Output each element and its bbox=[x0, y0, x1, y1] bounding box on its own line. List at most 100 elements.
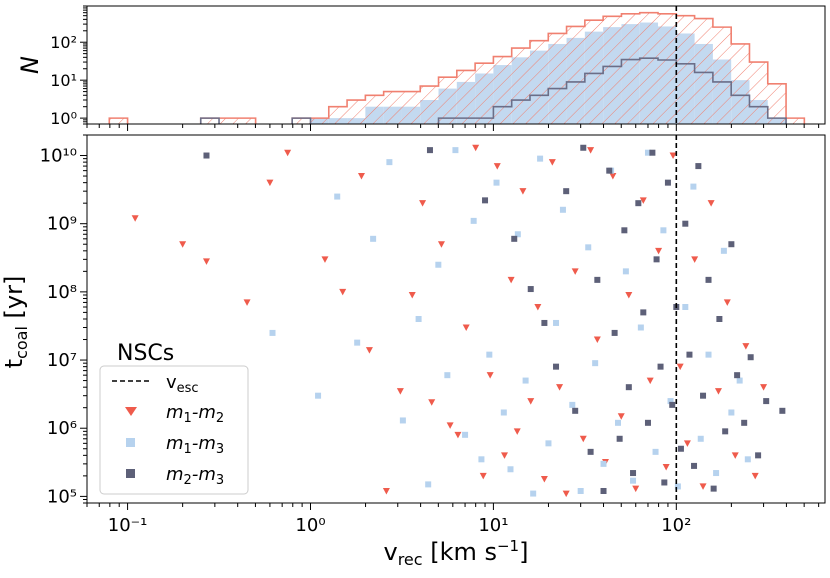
point-m2-m3 bbox=[677, 445, 684, 452]
point-m1-m3 bbox=[435, 261, 442, 268]
point-m1-m3 bbox=[370, 235, 377, 242]
point-m1-m3 bbox=[559, 206, 566, 213]
point-m2-m3 bbox=[625, 384, 632, 391]
point-m1-m3 bbox=[569, 401, 576, 408]
point-m1-m3 bbox=[545, 440, 552, 447]
point-m1-m3 bbox=[644, 149, 651, 156]
point-m1-m2 bbox=[243, 299, 251, 306]
point-m1-m3 bbox=[462, 431, 469, 438]
point-m1-m2 bbox=[723, 299, 731, 306]
y-tick-label: 10¹⁰ bbox=[40, 146, 77, 167]
legend-m1m2-marker bbox=[125, 407, 137, 416]
legend-m2m3-label: m2-m3 bbox=[166, 464, 224, 488]
point-m1-m2 bbox=[625, 291, 633, 299]
point-m1-m2 bbox=[571, 268, 579, 275]
point-m2-m3 bbox=[763, 398, 770, 405]
histogram-frame bbox=[86, 5, 826, 125]
point-m1-m2 bbox=[751, 472, 759, 480]
point-m1-m2 bbox=[639, 197, 647, 204]
point-m1-m3 bbox=[522, 377, 529, 384]
point-m2-m3 bbox=[640, 309, 647, 316]
point-m1-m3 bbox=[386, 159, 393, 166]
point-m1-m2 bbox=[513, 428, 521, 435]
point-m1-m2 bbox=[486, 372, 494, 379]
point-m2-m3 bbox=[594, 276, 601, 283]
point-m1-m3 bbox=[660, 227, 667, 234]
histogram-y-ticks: 10⁰ 10¹ 10² bbox=[50, 5, 87, 128]
point-m2-m3 bbox=[741, 419, 748, 426]
point-m1-m2 bbox=[699, 483, 707, 490]
point-m1-m2 bbox=[742, 343, 750, 350]
point-m2-m3 bbox=[527, 286, 534, 293]
scatter-y-ticks: 10⁵ 10⁶ 10⁷ 10⁸ 10⁹ 10¹⁰ bbox=[40, 134, 87, 507]
point-m1-m2 bbox=[321, 256, 329, 263]
point-m1-m2 bbox=[714, 388, 722, 395]
point-m2-m3 bbox=[649, 149, 656, 156]
point-m1-m3 bbox=[713, 470, 720, 477]
point-m1-m2 bbox=[339, 288, 347, 296]
point-m1-m2 bbox=[669, 152, 677, 160]
point-m1-m2 bbox=[527, 398, 535, 405]
point-m2-m3 bbox=[722, 428, 729, 435]
point-m2-m3 bbox=[669, 401, 676, 408]
point-m2-m3 bbox=[553, 363, 560, 370]
legend-m1m2-label: m1-m2 bbox=[166, 402, 224, 426]
point-m1-m3 bbox=[705, 351, 712, 358]
point-m1-m3 bbox=[592, 360, 599, 367]
x-tick-label: 10¹ bbox=[478, 515, 508, 536]
point-m1-m3 bbox=[720, 247, 727, 254]
point-m2-m3 bbox=[541, 319, 548, 326]
point-m1-m2 bbox=[579, 435, 587, 443]
point-m1-m2 bbox=[587, 147, 595, 154]
point-m2-m3 bbox=[621, 227, 628, 234]
point-m1-m2 bbox=[760, 384, 768, 391]
point-m1-m3 bbox=[690, 183, 697, 190]
point-m1-m2 bbox=[357, 173, 365, 180]
point-m1-m2 bbox=[408, 291, 416, 299]
point-m1-m2 bbox=[382, 487, 390, 495]
point-m1-m3 bbox=[500, 409, 507, 416]
point-m1-m2 bbox=[419, 200, 427, 207]
hist-hatch-m1-m2 bbox=[109, 12, 805, 124]
point-m2-m3 bbox=[644, 419, 651, 426]
point-m1-m3 bbox=[470, 217, 477, 224]
point-m2-m3 bbox=[563, 188, 570, 195]
point-m1-m3 bbox=[652, 448, 659, 455]
point-m1-m2 bbox=[548, 159, 556, 166]
point-m1-m2 bbox=[731, 452, 739, 459]
point-m1-m2 bbox=[632, 485, 640, 493]
y-tick-label: 10⁶ bbox=[47, 418, 77, 439]
point-m1-m2 bbox=[540, 475, 548, 483]
legend: NSCs vesc m1-m2 m1-m3 m2-m3 bbox=[99, 341, 249, 495]
point-m1-m2 bbox=[202, 258, 210, 265]
point-m1-m3 bbox=[622, 268, 629, 275]
point-m2-m3 bbox=[600, 487, 607, 494]
point-m1-m3 bbox=[530, 490, 537, 497]
point-m2-m3 bbox=[482, 197, 489, 204]
point-m2-m3 bbox=[728, 241, 735, 248]
point-m1-m3 bbox=[674, 483, 681, 490]
point-m1-m2 bbox=[676, 363, 684, 371]
point-m1-m3 bbox=[667, 398, 674, 405]
point-m1-m3 bbox=[637, 324, 644, 331]
legend-title: NSCs bbox=[117, 341, 174, 366]
point-m2-m3 bbox=[630, 470, 637, 477]
point-m1-m2 bbox=[534, 303, 542, 311]
scatter-x-ticks: 10⁻¹ 10⁰ 10¹ 10² bbox=[86, 503, 820, 536]
x-tick-label: 10² bbox=[661, 515, 691, 536]
scatter-area bbox=[131, 135, 786, 503]
point-m2-m3 bbox=[426, 147, 433, 154]
point-m2-m3 bbox=[710, 485, 717, 492]
point-m1-m3 bbox=[744, 456, 751, 463]
point-m1-m2 bbox=[507, 276, 515, 284]
point-m1-m3 bbox=[415, 316, 422, 322]
point-m1-m2 bbox=[179, 241, 187, 248]
hist-y-tick-label: 10² bbox=[50, 33, 77, 52]
point-m2-m3 bbox=[716, 316, 723, 322]
point-m1-m3 bbox=[630, 477, 637, 484]
point-m2-m3 bbox=[734, 372, 741, 379]
point-m2-m3 bbox=[661, 479, 668, 486]
point-m1-m3 bbox=[514, 231, 521, 238]
point-m1-m2 bbox=[428, 399, 436, 406]
